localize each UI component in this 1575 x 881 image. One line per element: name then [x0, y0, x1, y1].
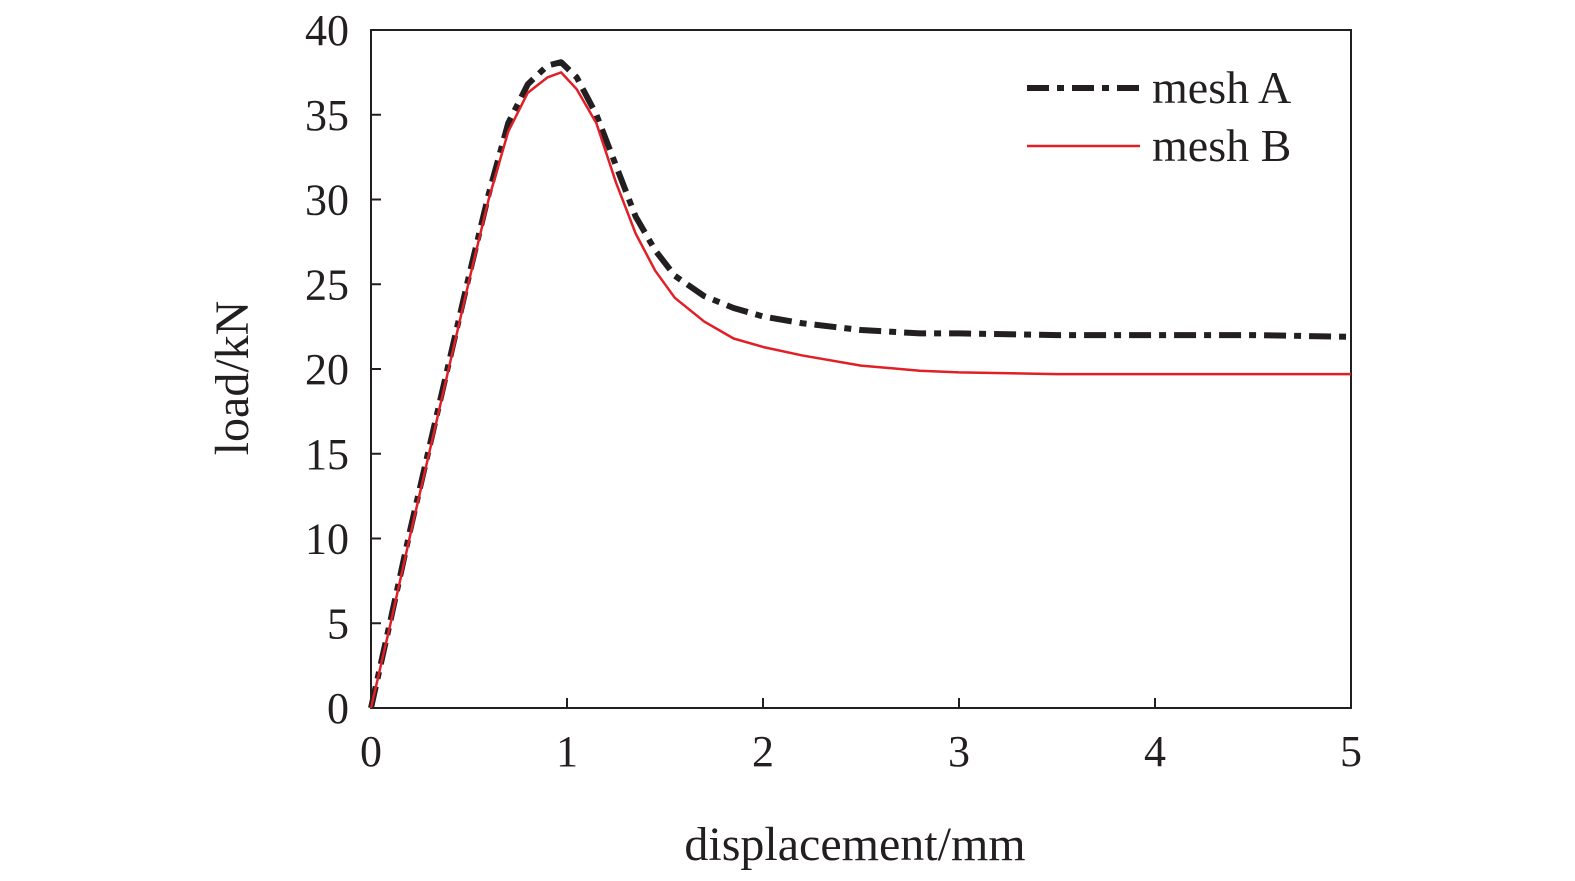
x-tick-label: 5 — [1340, 727, 1362, 776]
x-tick-label: 4 — [1144, 727, 1166, 776]
y-axis-ticks: 0 5 10 15 20 25 30 35 40 — [305, 6, 381, 733]
legend: mesh A mesh B — [1027, 62, 1291, 171]
y-tick-label: 0 — [327, 684, 349, 733]
legend-label: mesh B — [1152, 120, 1291, 171]
y-tick-label: 5 — [327, 599, 349, 648]
y-tick-label: 15 — [305, 430, 349, 479]
y-tick-label: 30 — [305, 176, 349, 225]
x-tick-label: 2 — [752, 727, 774, 776]
x-tick-label: 1 — [556, 727, 578, 776]
y-tick-label: 40 — [305, 6, 349, 55]
x-axis-label: displacement/mm — [684, 818, 1025, 871]
y-tick-label: 10 — [305, 515, 349, 564]
x-tick-label: 0 — [360, 727, 382, 776]
y-tick-label: 35 — [305, 91, 349, 140]
x-tick-label: 3 — [948, 727, 970, 776]
y-tick-label: 20 — [305, 345, 349, 394]
series-line-mesh-a — [368, 59, 1352, 709]
y-axis-label: load/kN — [206, 301, 259, 456]
x-axis-ticks: 0 1 2 3 4 5 — [360, 698, 1362, 776]
series-layer — [368, 59, 1352, 709]
legend-label: mesh A — [1152, 62, 1291, 113]
series-line-mesh-b — [369, 71, 1351, 709]
y-tick-label: 25 — [305, 260, 349, 309]
